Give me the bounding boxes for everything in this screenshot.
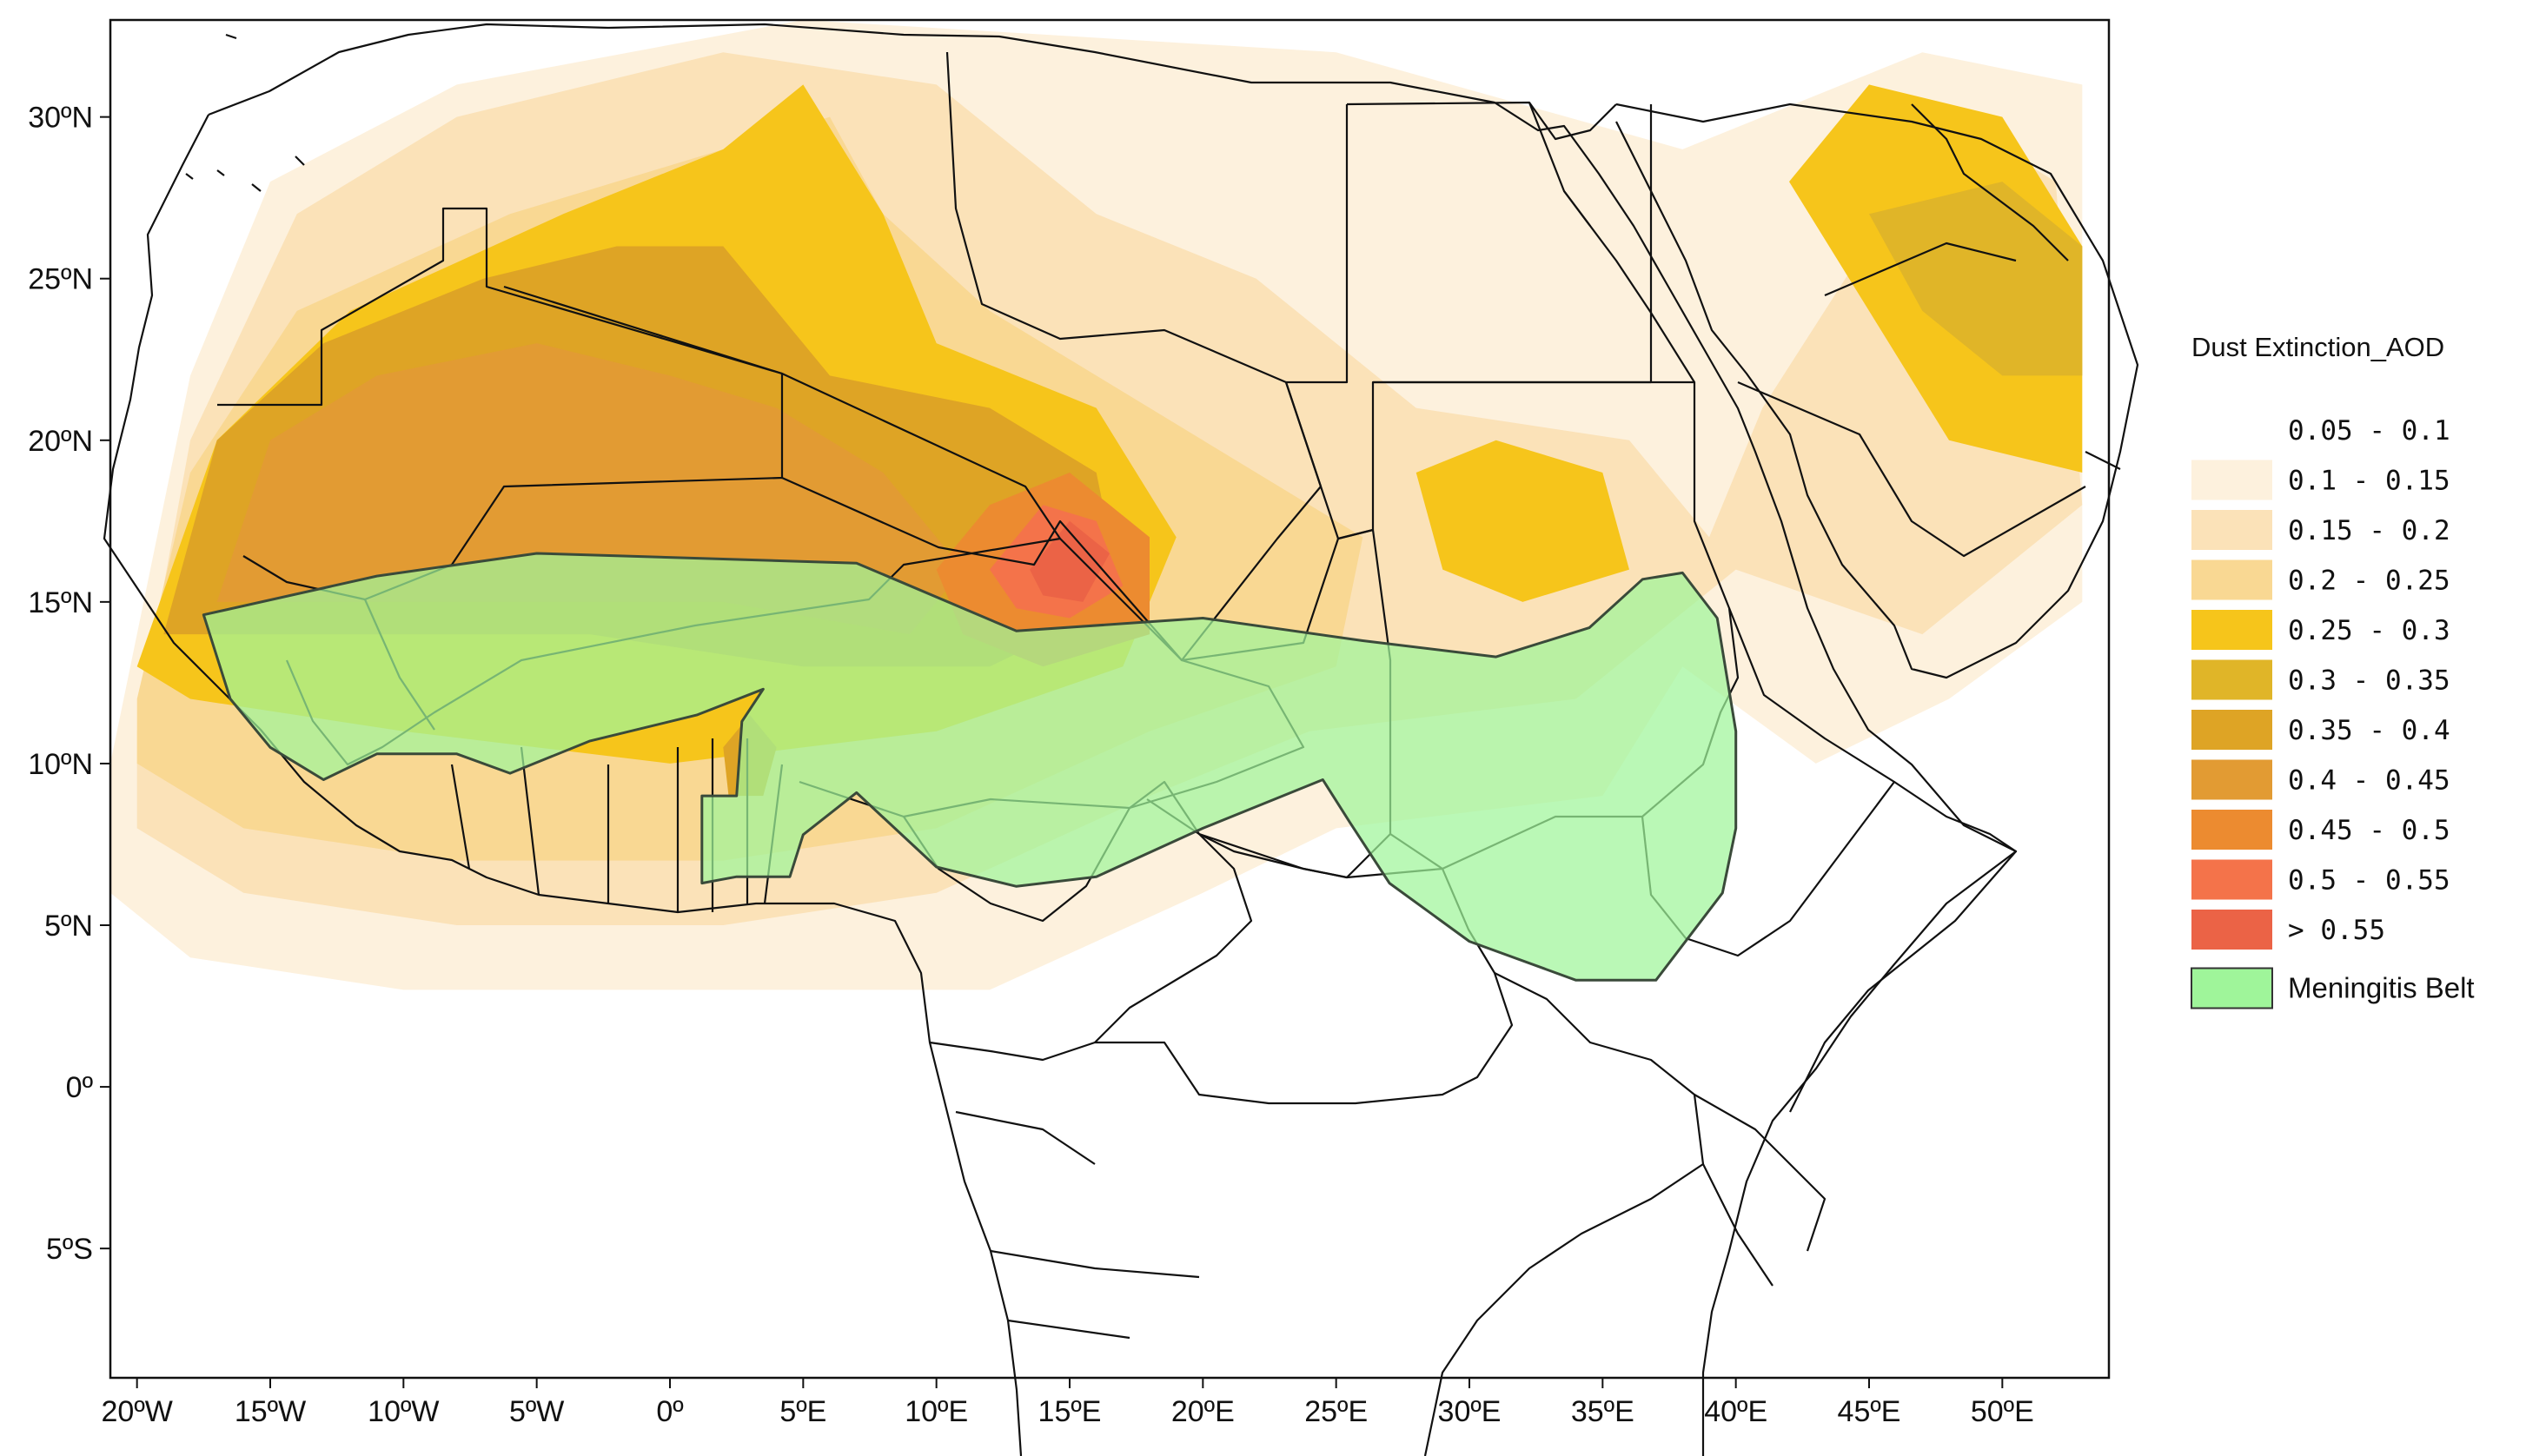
lon-tick-label: 35ºE: [1571, 1395, 1634, 1428]
somalia-horn: [1789, 781, 2018, 1113]
arabian-peninsula: [1615, 103, 2139, 679]
lon-tick-label: 20ºE: [1171, 1395, 1235, 1428]
legend-class-label: 0.25 - 0.3: [2288, 615, 2450, 646]
legend: Dust Extinction_AOD 0.05 - 0.1 0.1 - 0.15 0…: [2191, 332, 2475, 1009]
kenya-tanzania-border: [1694, 1094, 1827, 1287]
lon-tick-label: 10ºW: [368, 1395, 439, 1428]
car-drc-border: [1095, 832, 1514, 1105]
legend-swatch: [2191, 859, 2272, 900]
lon-tick-label: 30ºE: [1438, 1395, 1502, 1428]
meningitis-belt-polygon: [202, 552, 1738, 982]
arabian-interior-borders: [1737, 242, 2086, 558]
lon-tick-label: 10ºE: [905, 1395, 968, 1428]
lon-tick-label: 0º: [656, 1395, 683, 1428]
dust-region-4: [1415, 440, 1629, 602]
legend-belt-label: Meningitis Belt: [2288, 972, 2475, 1004]
legend-swatch: [2191, 460, 2272, 500]
lon-tick-label: 20ºW: [102, 1395, 173, 1428]
canary-islands: [185, 156, 305, 192]
legend-swatch: [2191, 659, 2272, 700]
west-africa-coast: [103, 114, 1023, 1456]
lat-tick-label: 0º: [66, 1071, 93, 1104]
sinai-red-sea: [1528, 102, 1617, 227]
lat-tick-label: 15ºN: [28, 586, 93, 619]
legend-swatch: [2191, 710, 2272, 750]
lon-tick-label: 50ºE: [1971, 1395, 2034, 1428]
legend-class-label: 0.15 - 0.2: [2288, 515, 2450, 546]
legend-class-label: 0.35 - 0.4: [2288, 715, 2450, 746]
meningitis-belt-layer: [202, 552, 1738, 982]
lon-tick-label: 15ºE: [1038, 1395, 1102, 1428]
legend-swatch: [2191, 559, 2272, 600]
legend-swatch: [2191, 410, 2272, 450]
lat-tick-label: 10ºN: [28, 748, 93, 781]
lat-tick-label: 30ºN: [28, 102, 93, 135]
lat-tick-label: 5ºN: [44, 910, 93, 943]
legend-class-label: 0.4 - 0.45: [2288, 765, 2450, 797]
drc-east-border: [1423, 972, 1705, 1456]
gabon-congo-coast: [929, 1041, 1200, 1340]
lat-tick-label: 20ºN: [28, 425, 93, 458]
lat-tick-label: 5ºS: [46, 1233, 93, 1266]
legend-class-label: 0.5 - 0.55: [2288, 865, 2450, 897]
map-frame: [109, 18, 2111, 1380]
lon-tick-label: 40ºE: [1704, 1395, 1767, 1428]
lon-tick-label: 5ºE: [779, 1395, 826, 1428]
legend-belt-swatch: [2191, 967, 2273, 1009]
latitude-axis: 30ºN 25ºN 20ºN 15ºN 10ºN 5ºN 0º 5ºS: [28, 102, 110, 1266]
lon-tick-label: 25ºE: [1304, 1395, 1368, 1428]
dust-region-6: [1869, 182, 2083, 376]
legend-swatch: [2191, 510, 2272, 550]
legend-swatch: [2191, 610, 2272, 650]
cape-verde: [225, 33, 237, 40]
lon-tick-label: 15ºW: [235, 1395, 306, 1428]
legend-class-label: 0.3 - 0.35: [2288, 665, 2450, 697]
legend-title: Dust Extinction_AOD: [2191, 332, 2444, 362]
africa-coastline: [208, 23, 2018, 1456]
algeria-border: [945, 51, 1323, 662]
lon-tick-label: 45ºE: [1838, 1395, 1901, 1428]
legend-class-label: > 0.55: [2288, 915, 2385, 946]
lat-tick-label: 25ºN: [28, 263, 93, 296]
legend-swatch: [2191, 759, 2272, 800]
legend-class-label: 0.1 - 0.15: [2288, 466, 2450, 497]
legend-swatch: [2191, 810, 2272, 850]
lon-tick-label: 5ºW: [509, 1395, 564, 1428]
legend-class-label: 0.45 - 0.5: [2288, 815, 2450, 846]
legend-swatch: [2191, 910, 2272, 950]
longitude-axis: 20ºW 15ºW 10ºW 5ºW 0º 5ºE 10ºE 15ºE 20ºE 25ºE 30ºE…: [102, 1378, 2034, 1428]
dust-region-11: [1030, 520, 1110, 602]
legend-class-label: 0.05 - 0.1: [2288, 415, 2450, 447]
persian-gulf: [1911, 103, 2121, 470]
legend-class-label: 0.2 - 0.25: [2288, 566, 2450, 597]
